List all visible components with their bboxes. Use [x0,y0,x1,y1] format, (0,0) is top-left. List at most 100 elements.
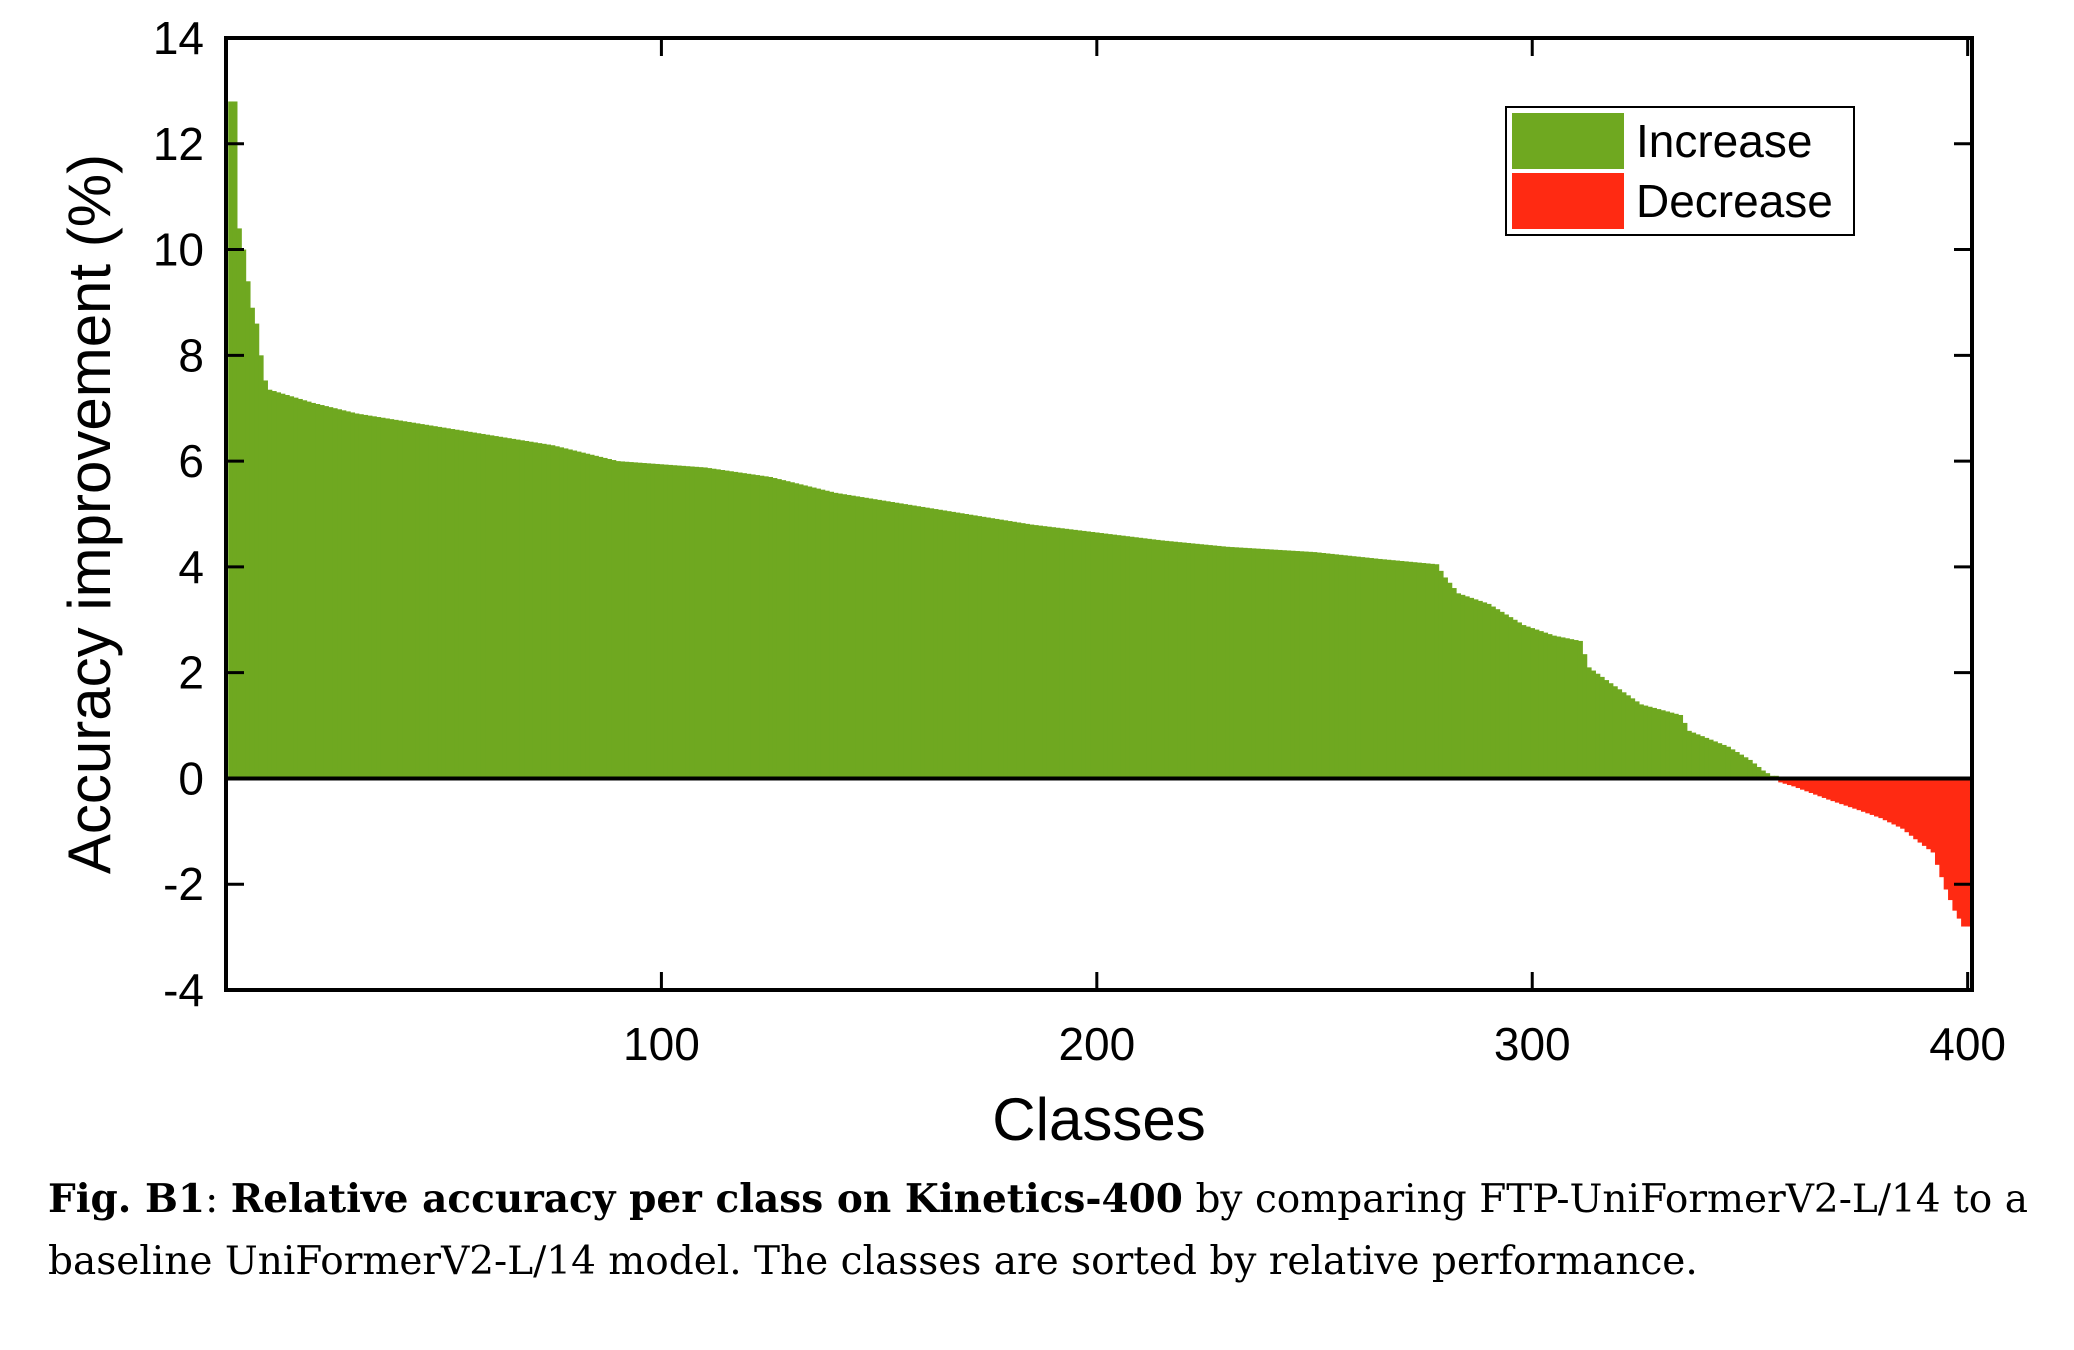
class-bar [306,401,312,779]
class-bar [323,406,329,779]
class-bar [955,512,961,779]
class-bar [1116,535,1122,779]
class-bar [1717,743,1723,779]
class-bar [254,323,260,779]
class-bar [937,509,943,779]
class-bar [1338,554,1344,779]
class-bar [450,429,456,779]
legend: Increase Decrease [1505,106,1855,236]
class-bar [424,424,430,779]
class-bar [1808,778,1814,793]
class-bar [1891,778,1897,825]
class-bar [807,486,813,779]
class-bar [1887,778,1893,823]
class-bar [1460,594,1466,779]
class-bar [1194,543,1200,779]
class-bar [1625,695,1631,779]
class-bar [289,396,295,779]
class-bar [994,518,1000,779]
class-bar [859,497,865,779]
class-bar [1752,763,1758,779]
class-bar [1268,549,1274,779]
class-bar [628,462,634,779]
class-bar [624,461,630,779]
class-bar [1360,557,1366,779]
class-bar [337,409,342,779]
class-bar [1107,534,1113,779]
y-tick-label: 10 [153,224,204,276]
class-bar [532,442,538,779]
class-bar [1125,536,1131,779]
class-bar [589,454,595,779]
class-bar [511,438,517,779]
class-bar [319,405,325,779]
class-bar [876,499,882,779]
caption-bold-text: Relative accuracy per class on Kinetics-… [230,1176,1183,1222]
class-bar [698,467,704,779]
class-bar [768,476,774,779]
class-bar [546,444,551,779]
class-bar [1007,521,1013,779]
class-bar [1782,778,1788,784]
class-bar [1874,778,1879,817]
class-bar [1382,559,1387,779]
class-bar [1011,521,1017,779]
class-bar [903,504,909,779]
class-bar [829,491,834,779]
class-bar [363,414,369,779]
class-bar [733,471,739,779]
class-bar [1442,577,1448,779]
class-bar [750,474,756,779]
class-bar [972,515,978,779]
class-bar [711,468,717,779]
class-bar [1586,667,1592,779]
legend-swatch-decrease [1512,173,1624,229]
class-bar [1651,707,1657,779]
class-bar [1138,537,1144,779]
class-bar [1133,537,1139,779]
class-bar [1547,634,1553,779]
class-bar [1434,564,1440,779]
class-bar [1791,778,1797,787]
class-bar [463,431,469,779]
class-bar [1081,530,1087,779]
class-bar [1373,558,1379,779]
class-bar [1342,555,1348,779]
class-bar [1564,638,1570,779]
class-bar [789,482,795,779]
class-bar [837,493,843,779]
class-bar [1865,778,1871,814]
class-bar [1743,757,1749,779]
class-bar [1869,778,1875,815]
class-bar [815,488,821,779]
class-bar [1521,625,1527,779]
class-bar [755,475,760,779]
class-bar [358,414,364,779]
class-bar [415,423,421,779]
class-bar [916,506,922,779]
class-bar [1094,532,1100,779]
class-bar [1329,553,1335,779]
class-bar [1813,778,1819,795]
class-bar [258,355,264,779]
class-bar [1386,559,1392,779]
class-bar [794,483,800,779]
class-bar [332,408,338,779]
class-bar [1765,773,1771,779]
class-bar [541,443,547,779]
class-bar [1482,602,1488,779]
class-bar [1530,628,1536,779]
class-bar [1638,704,1644,779]
class-bar [759,475,765,779]
y-tick-label: 4 [178,541,204,593]
class-bar [811,487,817,779]
class-bar [1173,541,1178,779]
class-bar [1817,778,1823,797]
class-bar [567,449,573,779]
class-bar [1934,778,1940,865]
class-bar [681,465,686,779]
class-bar [380,417,386,779]
x-tick-label: 200 [1058,1018,1135,1070]
class-bar [236,228,242,779]
class-bar [1660,710,1666,779]
